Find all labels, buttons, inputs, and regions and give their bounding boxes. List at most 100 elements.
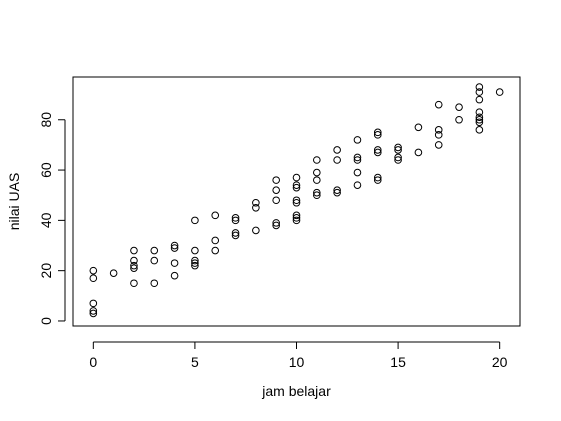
data-point <box>414 148 423 157</box>
data-point <box>130 279 138 288</box>
data-point <box>313 168 321 177</box>
data-point <box>170 241 179 250</box>
data-point <box>373 128 382 137</box>
data-point <box>475 95 484 104</box>
data-point <box>170 244 179 252</box>
data-point <box>394 153 402 162</box>
data-point <box>373 176 382 184</box>
x-axis-label: jam belajar <box>261 383 331 399</box>
data-point <box>272 186 280 194</box>
data-point <box>170 259 179 267</box>
data-point <box>150 256 159 265</box>
data-point <box>272 221 280 230</box>
data-point <box>394 146 402 154</box>
data-point <box>333 156 341 164</box>
x-tick-label: 15 <box>390 354 406 370</box>
data-point <box>191 246 199 255</box>
data-point <box>333 188 341 197</box>
data-point <box>252 226 260 235</box>
data-point <box>475 115 484 124</box>
data-point <box>130 264 138 272</box>
data-point <box>150 279 159 288</box>
data-point <box>353 136 362 144</box>
data-point <box>211 246 220 255</box>
data-point <box>292 211 301 220</box>
data-point <box>231 216 240 225</box>
data-point <box>130 261 138 270</box>
data-point <box>313 156 321 164</box>
data-point <box>292 196 301 205</box>
data-point <box>455 103 463 111</box>
data-point <box>475 126 484 134</box>
data-point <box>231 214 240 222</box>
data-point <box>231 229 240 237</box>
data-point <box>211 236 220 245</box>
data-point <box>475 88 484 96</box>
data-point <box>475 113 484 122</box>
data-point <box>89 299 98 308</box>
y-tick-label: 80 <box>38 112 54 128</box>
data-point <box>353 168 362 177</box>
data-point <box>109 269 118 277</box>
y-axis: 0 20 40 60 80 <box>38 112 66 325</box>
data-point <box>373 148 382 157</box>
data-point <box>252 203 260 212</box>
y-tick-label: 40 <box>38 212 54 228</box>
data-point <box>313 191 321 200</box>
data-point <box>353 153 362 162</box>
data-point <box>292 173 301 182</box>
data-point <box>353 156 362 164</box>
data-point <box>130 246 138 255</box>
data-point <box>373 173 382 182</box>
data-point <box>434 131 443 139</box>
data-point <box>292 183 301 192</box>
data-point <box>353 181 362 189</box>
data-point <box>475 108 484 117</box>
data-point <box>272 196 280 205</box>
y-tick-label: 0 <box>38 317 54 325</box>
data-point <box>455 115 463 124</box>
data-point <box>333 146 341 154</box>
data-point <box>495 88 504 96</box>
data-point <box>170 271 179 280</box>
data-point <box>231 231 240 240</box>
data-point <box>434 100 443 109</box>
data-point <box>373 146 382 154</box>
data-point <box>89 266 98 275</box>
data-point <box>272 176 280 184</box>
x-axis: 0 5 10 15 20 <box>89 341 508 370</box>
data-point <box>313 188 321 197</box>
x-tick-label: 5 <box>191 354 199 370</box>
data-points <box>89 83 504 318</box>
data-point <box>292 181 301 189</box>
data-point <box>272 219 280 227</box>
data-point <box>292 214 301 222</box>
data-point <box>434 126 443 134</box>
data-point <box>252 198 260 207</box>
data-point <box>292 216 301 225</box>
y-axis-label: nilai UAS <box>6 173 22 231</box>
data-point <box>434 141 443 149</box>
data-point <box>414 123 423 132</box>
data-point <box>211 211 220 220</box>
data-point <box>475 118 484 127</box>
data-point <box>150 246 159 255</box>
plot-frame <box>72 76 521 327</box>
data-point <box>130 256 138 265</box>
data-point <box>89 309 98 318</box>
x-tick-label: 20 <box>492 354 508 370</box>
data-point <box>191 256 199 265</box>
data-point <box>191 259 199 267</box>
data-point <box>394 143 402 152</box>
data-point <box>333 186 341 194</box>
y-tick-label: 60 <box>38 162 54 178</box>
data-point <box>191 261 199 270</box>
data-point <box>373 131 382 139</box>
data-point <box>89 274 98 283</box>
plot-area <box>72 76 521 327</box>
x-tick-label: 0 <box>89 354 97 370</box>
data-point <box>313 176 321 184</box>
data-point <box>475 83 484 91</box>
data-point <box>89 307 98 315</box>
